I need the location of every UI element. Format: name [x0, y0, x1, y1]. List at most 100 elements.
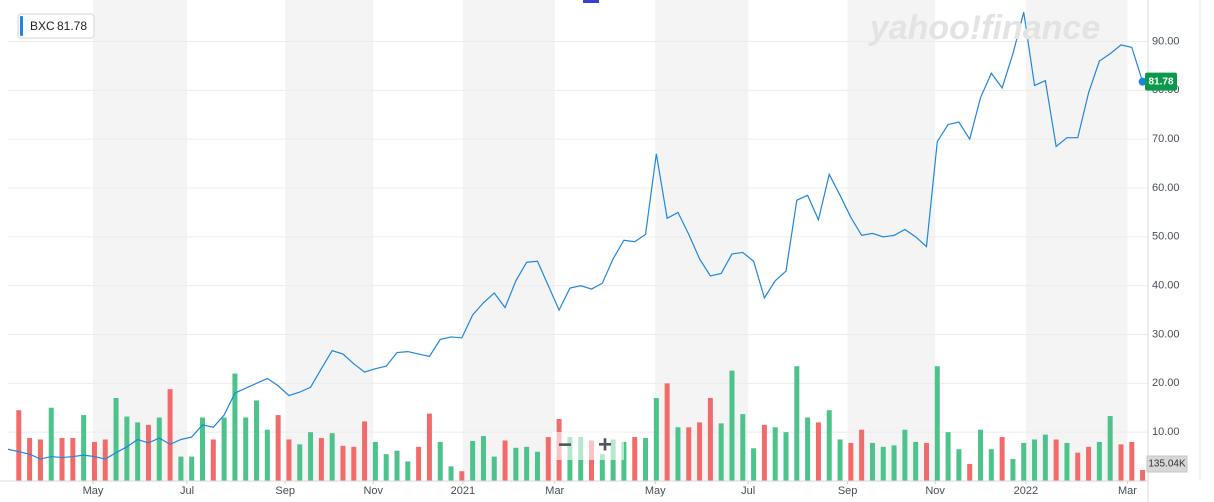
x-tick-label: May — [645, 485, 666, 497]
x-tick-label: Jul — [180, 485, 194, 497]
volume-bar — [869, 442, 875, 481]
volume-bar — [426, 413, 432, 481]
volume-bar — [697, 422, 703, 481]
volume-bar — [167, 389, 173, 481]
price-line — [7, 12, 1144, 460]
volume-bar — [707, 397, 713, 481]
bands — [93, 0, 1128, 481]
volume-bar — [27, 438, 33, 481]
legend: BXC 81.78 — [17, 13, 95, 39]
volume-bar — [859, 429, 865, 481]
y-tick-label: 10.00 — [1152, 426, 1180, 438]
zoom-out[interactable]: − — [558, 431, 572, 458]
zoom-bg — [552, 432, 624, 460]
volume-bar — [383, 454, 389, 481]
volume-bar — [1032, 439, 1038, 481]
volume-bar — [394, 450, 400, 481]
volume-bar — [200, 417, 206, 481]
volume-bar — [524, 446, 530, 481]
volume-bar — [178, 456, 184, 481]
volume-bar — [545, 437, 551, 481]
volume-bar — [913, 441, 919, 481]
volume-bar — [318, 438, 324, 481]
volume-bar — [589, 440, 595, 481]
y-tick-label: 60.00 — [1152, 182, 1180, 194]
volume-bar — [826, 410, 832, 481]
volume-bar — [362, 421, 368, 481]
volume-bar — [761, 424, 767, 481]
volume-bar — [783, 432, 789, 481]
volume-bar — [308, 432, 314, 481]
volume-bar — [243, 417, 249, 481]
x-tick-label: Jul — [741, 485, 755, 497]
volume-bar — [329, 433, 335, 481]
x-tick-label: Mar — [1118, 485, 1137, 497]
volume-bar — [988, 449, 994, 481]
volume-bar — [286, 439, 292, 481]
x-tick-label: May — [83, 485, 104, 497]
volume-bar — [351, 446, 357, 481]
volume-bar — [81, 415, 87, 481]
last-point — [1138, 77, 1147, 86]
x-tick-label: 2022 — [1014, 485, 1038, 497]
x-tick-label: Nov — [925, 485, 945, 497]
y-tick-label: 50.00 — [1152, 231, 1180, 243]
band — [847, 0, 936, 481]
volume-bar — [740, 414, 746, 481]
volume-bar — [156, 417, 162, 481]
volume-bar — [221, 417, 227, 481]
volume-bar — [902, 429, 908, 481]
volume-bar — [135, 422, 141, 481]
volume-bar — [632, 437, 638, 481]
last-price-box — [1145, 72, 1177, 91]
last-price-label: 81.78 — [1148, 76, 1173, 87]
x-tick-label: Sep — [275, 485, 295, 497]
volume-bar — [1129, 441, 1135, 481]
volume-bar — [210, 439, 216, 481]
volume-bar — [1118, 444, 1124, 481]
y-tick-label: 40.00 — [1152, 280, 1180, 292]
volume-bar — [502, 440, 508, 481]
legend-swatch — [20, 16, 23, 36]
volume-bar — [610, 439, 616, 481]
volume-bar — [189, 456, 195, 481]
volume-bar — [956, 449, 962, 481]
volume-bar — [923, 442, 929, 481]
zoom[interactable]: − + — [552, 431, 624, 460]
volume-bar — [232, 373, 238, 481]
volume — [16, 366, 1146, 481]
volume-bar — [264, 429, 270, 481]
watermark: yahoo!finance — [868, 9, 1100, 47]
labels: May Jul Sep Nov 2021 Mar May Jul Sep Nov 2022 Mar 10… — [83, 35, 1188, 497]
volume-bar — [113, 397, 119, 481]
x-tick-label: 2021 — [451, 485, 475, 497]
volume-bar — [718, 423, 724, 481]
grid — [8, 41, 1148, 484]
volume-bar — [815, 422, 821, 481]
volume-bar — [880, 446, 886, 481]
volume-bar — [70, 438, 76, 481]
volume-bar — [1053, 439, 1059, 481]
volume-label-box — [1146, 455, 1188, 473]
volume-bar — [1096, 441, 1102, 481]
zoom-in[interactable]: + — [598, 431, 612, 458]
volume-bar — [621, 441, 627, 481]
volume-bar — [999, 437, 1005, 481]
band — [1025, 0, 1128, 481]
volume-bar — [686, 427, 692, 481]
volume-bar — [794, 366, 800, 481]
volume-bar — [934, 366, 940, 481]
x-tick-label: Mar — [545, 485, 564, 497]
volume-bar — [751, 448, 757, 481]
volume-bar — [275, 415, 281, 481]
volume-bar — [1086, 446, 1092, 481]
volume-bar — [653, 397, 659, 481]
volume-bar — [978, 429, 984, 481]
volume-bar — [102, 439, 108, 481]
volume-bar — [37, 439, 43, 481]
volume-bar — [772, 427, 778, 481]
legend-value: 81.78 — [57, 19, 87, 33]
volume-bar — [1010, 459, 1016, 481]
volume-bar — [124, 416, 130, 481]
